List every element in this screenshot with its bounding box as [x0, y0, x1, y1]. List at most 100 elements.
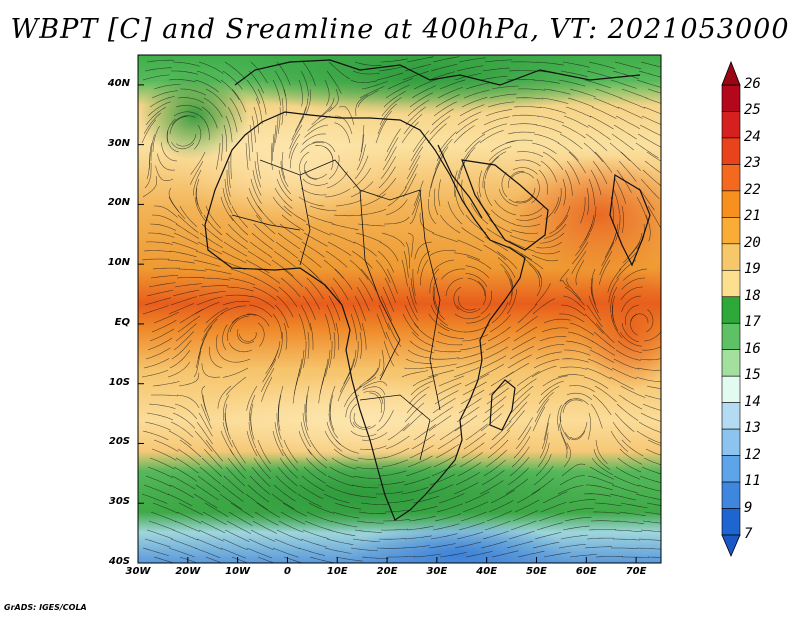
streamline — [607, 268, 622, 293]
colorbar-label: 11 — [744, 473, 761, 490]
streamline — [403, 476, 430, 486]
streamline — [584, 313, 604, 334]
pale-region-atlantic — [180, 105, 400, 225]
streamline — [638, 538, 661, 541]
streamline — [262, 358, 277, 383]
streamline — [592, 511, 620, 514]
streamline — [169, 116, 188, 135]
streamline — [432, 56, 460, 63]
streamline — [379, 241, 399, 262]
streamline — [167, 361, 191, 378]
streamline — [413, 322, 435, 341]
streamline — [410, 505, 438, 513]
colorbar-segment — [721, 481, 741, 509]
streamline — [454, 415, 478, 432]
streamline — [387, 423, 410, 441]
streamline — [592, 394, 612, 415]
streamline — [635, 142, 659, 159]
streamline — [618, 160, 637, 182]
streamline — [516, 151, 544, 158]
streamline — [456, 65, 484, 72]
streamline — [457, 111, 482, 126]
streamline — [513, 106, 541, 108]
streamline — [455, 359, 482, 369]
streamline — [456, 304, 481, 313]
streamline — [611, 367, 637, 380]
streamline — [383, 447, 410, 459]
streamline — [640, 529, 661, 533]
streamline — [257, 556, 276, 563]
lon-label-70e: 70E — [625, 566, 647, 577]
streamline — [407, 349, 434, 359]
streamline — [300, 538, 327, 548]
streamline — [584, 79, 611, 89]
streamline — [231, 314, 257, 324]
streamline — [169, 250, 197, 258]
streamline — [589, 115, 614, 130]
streamline — [613, 124, 638, 140]
streamline — [601, 241, 615, 267]
streamline — [194, 196, 207, 222]
streamline — [278, 520, 304, 533]
streamline — [382, 146, 397, 171]
streamline — [564, 169, 573, 196]
streamline — [227, 317, 239, 342]
streamline — [484, 396, 507, 414]
streamline — [176, 394, 200, 409]
streamline — [203, 312, 224, 333]
streamline — [141, 119, 156, 144]
streamline — [508, 196, 534, 204]
streamline — [306, 385, 310, 413]
streamline — [538, 169, 548, 195]
streamline — [261, 376, 273, 402]
streamline — [217, 385, 232, 409]
streamline — [152, 267, 180, 270]
colorbar-segment — [721, 217, 741, 245]
streamline — [167, 493, 193, 507]
streamline — [145, 475, 172, 487]
streamline — [354, 295, 366, 321]
streamline — [223, 358, 251, 363]
streamline — [532, 406, 546, 432]
streamline — [431, 463, 457, 477]
streamline — [383, 519, 410, 522]
streamline — [593, 331, 616, 350]
streamline — [271, 493, 295, 510]
streamline — [587, 475, 614, 485]
streamline — [491, 85, 519, 90]
colorbar-segment — [721, 455, 741, 483]
streamline — [483, 116, 510, 126]
lat-label-40n: 40N — [107, 77, 130, 89]
streamline — [594, 151, 613, 174]
streamline — [289, 124, 303, 149]
streamline — [498, 188, 519, 207]
streamline — [292, 376, 299, 404]
streamline — [301, 475, 325, 492]
streamline — [246, 79, 261, 104]
colorbar-label: 13 — [744, 420, 761, 437]
streamline — [508, 170, 525, 189]
streamline — [403, 113, 423, 135]
streamline — [385, 84, 410, 99]
streamline — [564, 516, 592, 522]
streamline — [157, 153, 176, 171]
streamline — [228, 511, 253, 526]
streamline — [222, 324, 228, 351]
streamline — [329, 466, 355, 478]
streamline — [177, 214, 199, 233]
streamline — [353, 340, 359, 368]
streamline — [402, 71, 429, 81]
streamline — [487, 101, 515, 108]
streamline — [430, 533, 458, 540]
streamline — [251, 466, 271, 487]
streamline — [593, 448, 611, 470]
streamline — [646, 151, 661, 162]
streamline — [148, 232, 175, 238]
streamline — [359, 331, 362, 359]
streamline — [407, 99, 430, 117]
streamline — [566, 508, 594, 513]
streamline — [237, 329, 255, 344]
streamline — [646, 385, 661, 389]
streamline — [334, 268, 353, 290]
streamline — [465, 82, 493, 90]
